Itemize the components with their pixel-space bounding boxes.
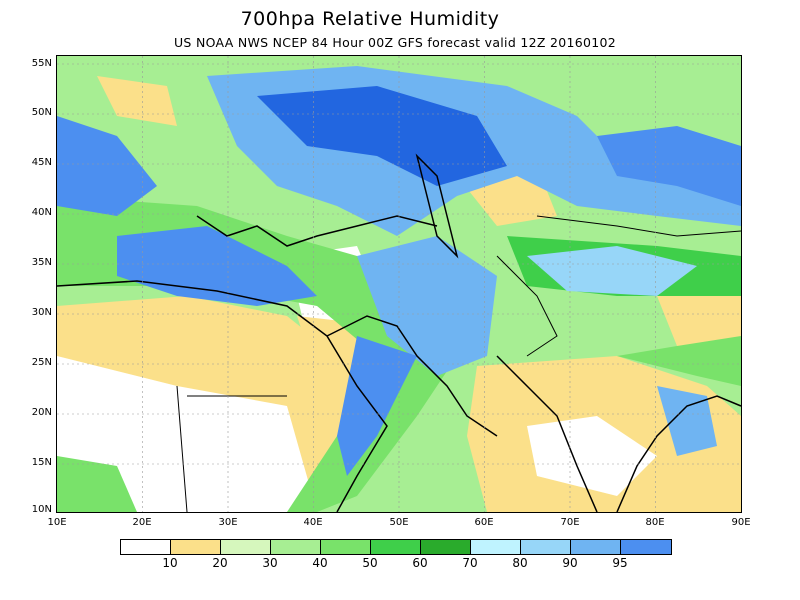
lat-label-55n: 55N	[31, 58, 52, 69]
humid-region-mediterranean	[117, 226, 317, 306]
lat-label-30n: 30N	[31, 307, 52, 318]
colorbar-label-40: 40	[312, 556, 328, 570]
colorbar-label-10: 10	[162, 556, 178, 570]
colorbar-swatch-50-60	[371, 540, 421, 554]
humid-region-iran	[357, 236, 497, 376]
colorbar-label-20: 20	[212, 556, 228, 570]
lat-label-10n: 10N	[31, 504, 52, 515]
colorbar-swatch-10-20	[171, 540, 221, 554]
humid-region-red-sea	[337, 336, 417, 476]
border-pakistan	[496, 255, 558, 357]
grid-lines	[57, 56, 741, 512]
lon-label-70e: 70E	[560, 517, 580, 528]
colorbar-swatch-20-30	[221, 540, 271, 554]
lat-label-40n: 40N	[31, 207, 52, 218]
chart-subtitle: US NOAA NWS NCEP 84 Hour 00Z GFS forecas…	[173, 35, 617, 50]
colorbar-swatch-below-10	[121, 540, 171, 554]
lat-label-50n: 50N	[31, 107, 52, 118]
colorbar-swatch-70-80	[471, 540, 521, 554]
lon-label-40e: 40E	[303, 517, 323, 528]
colorbar-label-60: 60	[412, 556, 428, 570]
dry-region-tibet	[657, 286, 741, 356]
coastline-black-sea	[196, 215, 438, 247]
lon-label-90e: 90E	[731, 517, 751, 528]
saturated-region-ukraine	[257, 86, 507, 186]
colorbar	[120, 539, 672, 555]
lat-label-45n: 45N	[31, 157, 52, 168]
colorbar-swatch-80-90	[521, 540, 571, 554]
dry-region-scandinavia	[97, 76, 177, 126]
humidity-map-svg	[57, 56, 741, 512]
lon-label-20e: 20E	[132, 517, 152, 528]
coastline-india-east	[616, 395, 741, 512]
border-libya-egypt	[176, 385, 188, 512]
lon-label-10e: 10E	[47, 517, 67, 528]
colorbar-swatch-above-95	[621, 540, 671, 554]
chart-title: 700hpa Relative Humidity	[240, 8, 500, 30]
lon-label-80e: 80E	[645, 517, 665, 528]
very-dry-region-sahara	[57, 356, 317, 512]
colorbar-label-70: 70	[462, 556, 478, 570]
colorbar-label-30: 30	[262, 556, 278, 570]
colorbar-swatch-60-70	[421, 540, 471, 554]
humid-region-afghanistan	[527, 246, 697, 296]
humid-region-bay-of-bengal	[657, 386, 717, 456]
coastline-arabia	[326, 315, 498, 437]
coastline-india-west	[496, 355, 598, 512]
lat-label-20n: 20N	[31, 407, 52, 418]
lon-label-60e: 60E	[474, 517, 494, 528]
lat-label-25n: 25N	[31, 357, 52, 368]
coastline-caspian-sea	[415, 153, 459, 259]
colorbar-label-80: 80	[512, 556, 528, 570]
colorbar-swatch-40-50	[321, 540, 371, 554]
lat-label-15n: 15N	[31, 457, 52, 468]
moist-region-west-africa	[57, 456, 137, 512]
colorbar-swatch-30-40	[271, 540, 321, 554]
colorbar-swatch-90-95	[571, 540, 621, 554]
border-central-asia	[536, 215, 741, 237]
humidity-map	[56, 55, 742, 513]
humid-region-kazakhstan	[597, 126, 741, 206]
lon-label-50e: 50E	[389, 517, 409, 528]
moist-region-bangladesh	[617, 336, 741, 386]
colorbar-label-95: 95	[612, 556, 628, 570]
lon-label-30e: 30E	[218, 517, 238, 528]
colorbar-label-50: 50	[362, 556, 378, 570]
humid-region-europe	[57, 116, 157, 216]
very-dry-region-deccan	[527, 416, 657, 496]
lat-label-35n: 35N	[31, 257, 52, 268]
colorbar-label-90: 90	[562, 556, 578, 570]
